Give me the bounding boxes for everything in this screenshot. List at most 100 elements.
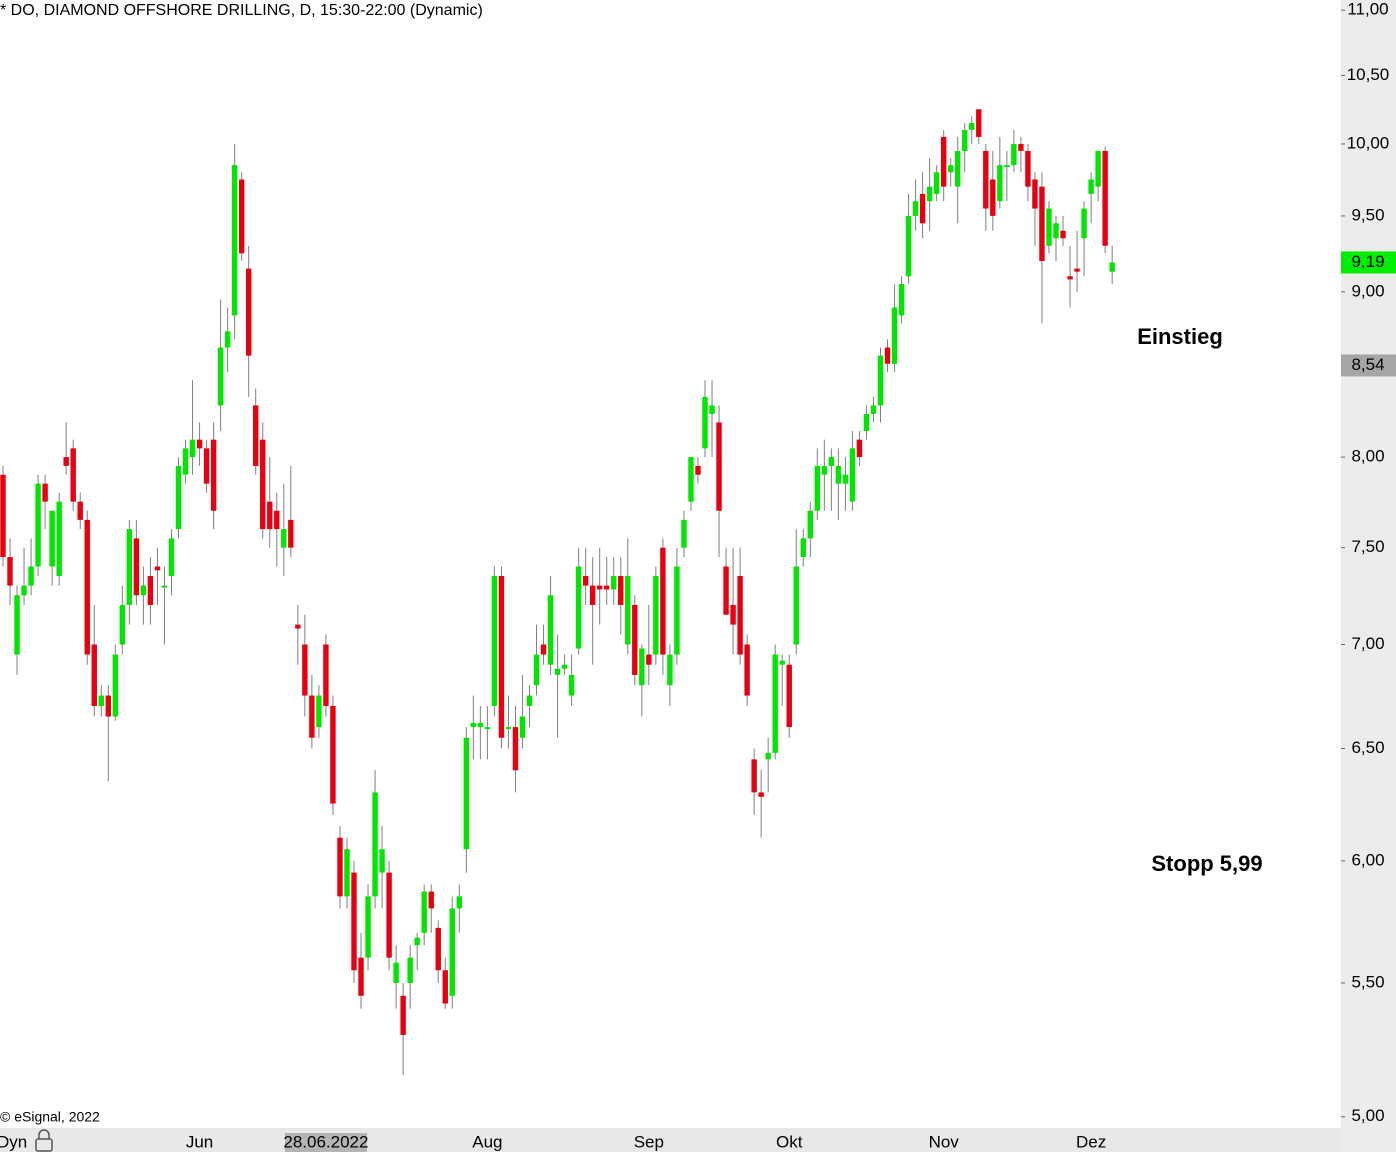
- candle-body: [905, 215, 912, 277]
- annotation: Stopp 5,99: [1151, 851, 1262, 876]
- candle-body: [926, 186, 933, 202]
- candle-body: [1081, 208, 1087, 239]
- candle-body: [948, 165, 954, 173]
- candle-body: [477, 722, 484, 728]
- candles: [0, 109, 1115, 1076]
- candle-body: [63, 457, 69, 466]
- candle-body: [456, 896, 462, 909]
- x-tick-label: Nov: [929, 1132, 960, 1151]
- candle-body: [667, 654, 673, 686]
- candle-body: [660, 547, 666, 655]
- candle-body: [393, 962, 399, 983]
- candle-body: [793, 566, 799, 645]
- time-axis-panel: [0, 1128, 1341, 1152]
- candle-body: [730, 604, 736, 625]
- y-tick-label: 11,00: [1347, 0, 1388, 19]
- candle-body: [990, 179, 996, 216]
- candle-body: [933, 172, 940, 194]
- candle-body: [1025, 150, 1031, 187]
- candle-body: [632, 604, 638, 675]
- candle-body: [7, 557, 13, 586]
- candle-body: [84, 519, 90, 655]
- candle-body: [126, 529, 133, 605]
- candle-body: [884, 347, 891, 364]
- y-tick-label: 7,50: [1351, 537, 1384, 556]
- candle-body: [575, 566, 582, 649]
- candle-body: [540, 644, 547, 655]
- candle-body: [470, 722, 477, 728]
- candle-body: [246, 268, 252, 356]
- candle-body: [351, 872, 357, 971]
- candle-body: [1018, 143, 1024, 151]
- x-tick-label: Dez: [1076, 1132, 1106, 1151]
- candle-body: [56, 501, 62, 577]
- candle-body: [140, 585, 147, 596]
- candle-body: [891, 307, 898, 364]
- candle-body: [70, 448, 76, 502]
- candle-body: [807, 510, 813, 539]
- x-tick-label: Aug: [472, 1132, 502, 1151]
- candle-body: [639, 648, 645, 686]
- candle-body: [695, 465, 701, 475]
- last-price-label: 9,19: [1351, 252, 1384, 271]
- x-axis-prefix: Dyn: [0, 1132, 27, 1151]
- candle-body: [779, 660, 785, 665]
- candle-body: [554, 668, 561, 675]
- candle-body: [428, 891, 434, 909]
- candle-body: [505, 727, 512, 730]
- candle-body: [231, 165, 238, 316]
- candle-body: [442, 970, 448, 1004]
- candle-body: [154, 566, 161, 571]
- candle-body: [168, 538, 175, 577]
- candle-body: [1102, 150, 1108, 246]
- candle-body: [147, 576, 154, 605]
- candle-body: [238, 179, 245, 254]
- y-tick-label: 9,00: [1351, 281, 1384, 300]
- candle-body: [28, 566, 34, 586]
- candle-body: [856, 439, 863, 458]
- candle-body: [1109, 262, 1115, 272]
- candle-body: [210, 439, 217, 511]
- candle-body: [758, 792, 764, 797]
- candle-body: [0, 474, 6, 558]
- candle-body: [112, 654, 119, 717]
- y-tick-label: 8,00: [1351, 447, 1384, 466]
- y-tick-label: 5,50: [1351, 972, 1384, 991]
- candle-body: [1060, 230, 1066, 239]
- candle-body: [898, 284, 905, 316]
- candle-body: [407, 957, 413, 983]
- candle-body: [344, 849, 350, 897]
- candle-body: [414, 937, 420, 946]
- candle-body: [561, 664, 568, 669]
- candle-body: [940, 136, 947, 187]
- candle-body: [260, 439, 266, 530]
- candle-body: [435, 927, 441, 971]
- candle-body: [646, 654, 652, 665]
- candle-body: [976, 109, 982, 137]
- candle-body: [498, 576, 505, 738]
- candle-body: [281, 529, 287, 548]
- candle-body: [604, 585, 610, 590]
- source: © eSignal, 2022: [0, 1109, 100, 1125]
- candle-body: [161, 585, 168, 588]
- candle-body: [295, 624, 301, 629]
- candle-body: [618, 576, 624, 605]
- candle-body: [21, 585, 27, 596]
- candle-body: [681, 519, 687, 548]
- candle-body: [274, 510, 280, 530]
- candle-body: [533, 654, 540, 686]
- candle-body: [203, 448, 210, 484]
- price-marker-label: 8,54: [1351, 355, 1384, 374]
- candle-body: [919, 193, 926, 224]
- y-tick-label: 7,00: [1351, 634, 1384, 653]
- candle-body: [49, 510, 55, 567]
- candle-body: [800, 538, 806, 558]
- candle-body: [91, 644, 97, 706]
- candle-body: [969, 123, 975, 130]
- candle-body: [365, 896, 371, 958]
- candle-body: [842, 474, 849, 484]
- candle-body: [386, 872, 392, 958]
- candle-body: [772, 654, 778, 753]
